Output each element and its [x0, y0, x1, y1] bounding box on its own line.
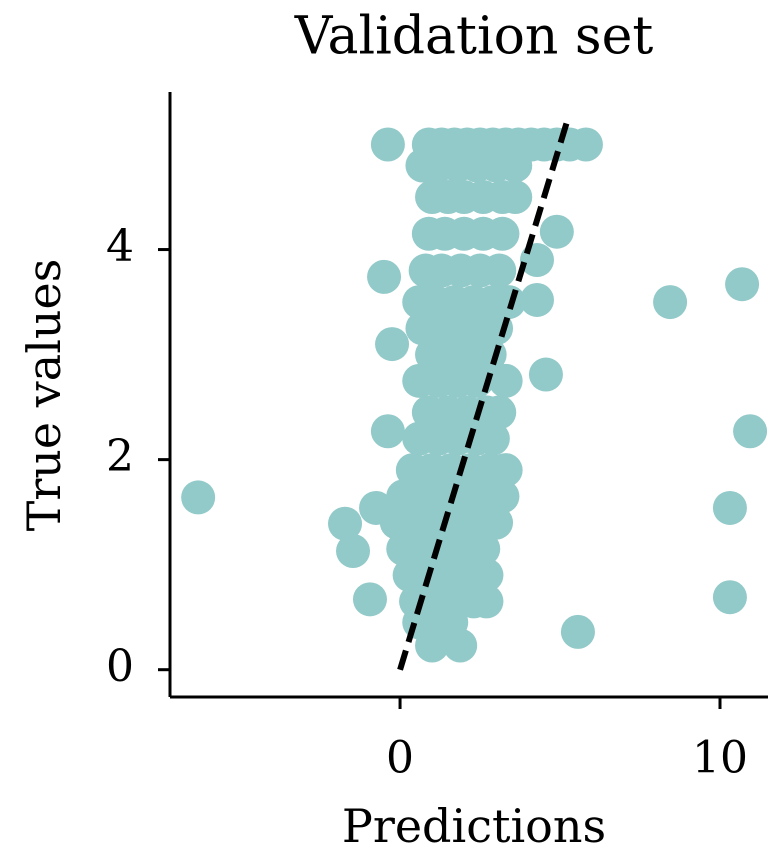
point — [475, 421, 510, 456]
y-tick-label: 4 — [106, 221, 134, 272]
x-tick-label: 10 — [692, 733, 748, 784]
point — [336, 534, 371, 569]
point — [488, 453, 523, 488]
point — [370, 414, 405, 449]
point — [482, 253, 517, 288]
point — [560, 614, 595, 649]
point — [434, 605, 469, 640]
point — [485, 479, 520, 514]
x-tick-label: 0 — [386, 733, 414, 784]
point — [528, 357, 563, 392]
point — [352, 582, 387, 617]
point — [469, 558, 504, 593]
point — [519, 243, 554, 278]
chart-title: Validation set — [294, 7, 654, 67]
point — [733, 414, 768, 449]
point — [370, 127, 405, 162]
point — [375, 327, 410, 362]
point — [653, 285, 688, 320]
point — [488, 363, 523, 398]
y-tick-label: 2 — [106, 431, 134, 482]
point — [469, 584, 504, 619]
point — [519, 282, 554, 317]
y-axis-label: True values — [17, 259, 71, 532]
point — [539, 214, 574, 249]
point — [498, 148, 533, 183]
point — [498, 180, 533, 215]
point — [479, 505, 514, 540]
y-tick-label: 0 — [106, 641, 134, 692]
point — [485, 216, 520, 251]
x-axis-label: Predictions — [342, 799, 606, 853]
point — [367, 259, 402, 294]
point — [712, 580, 747, 615]
point — [181, 480, 216, 515]
point — [466, 531, 501, 566]
point — [712, 490, 747, 525]
point — [328, 506, 363, 541]
point — [725, 267, 760, 302]
reference-line — [397, 117, 571, 671]
point — [482, 395, 517, 430]
